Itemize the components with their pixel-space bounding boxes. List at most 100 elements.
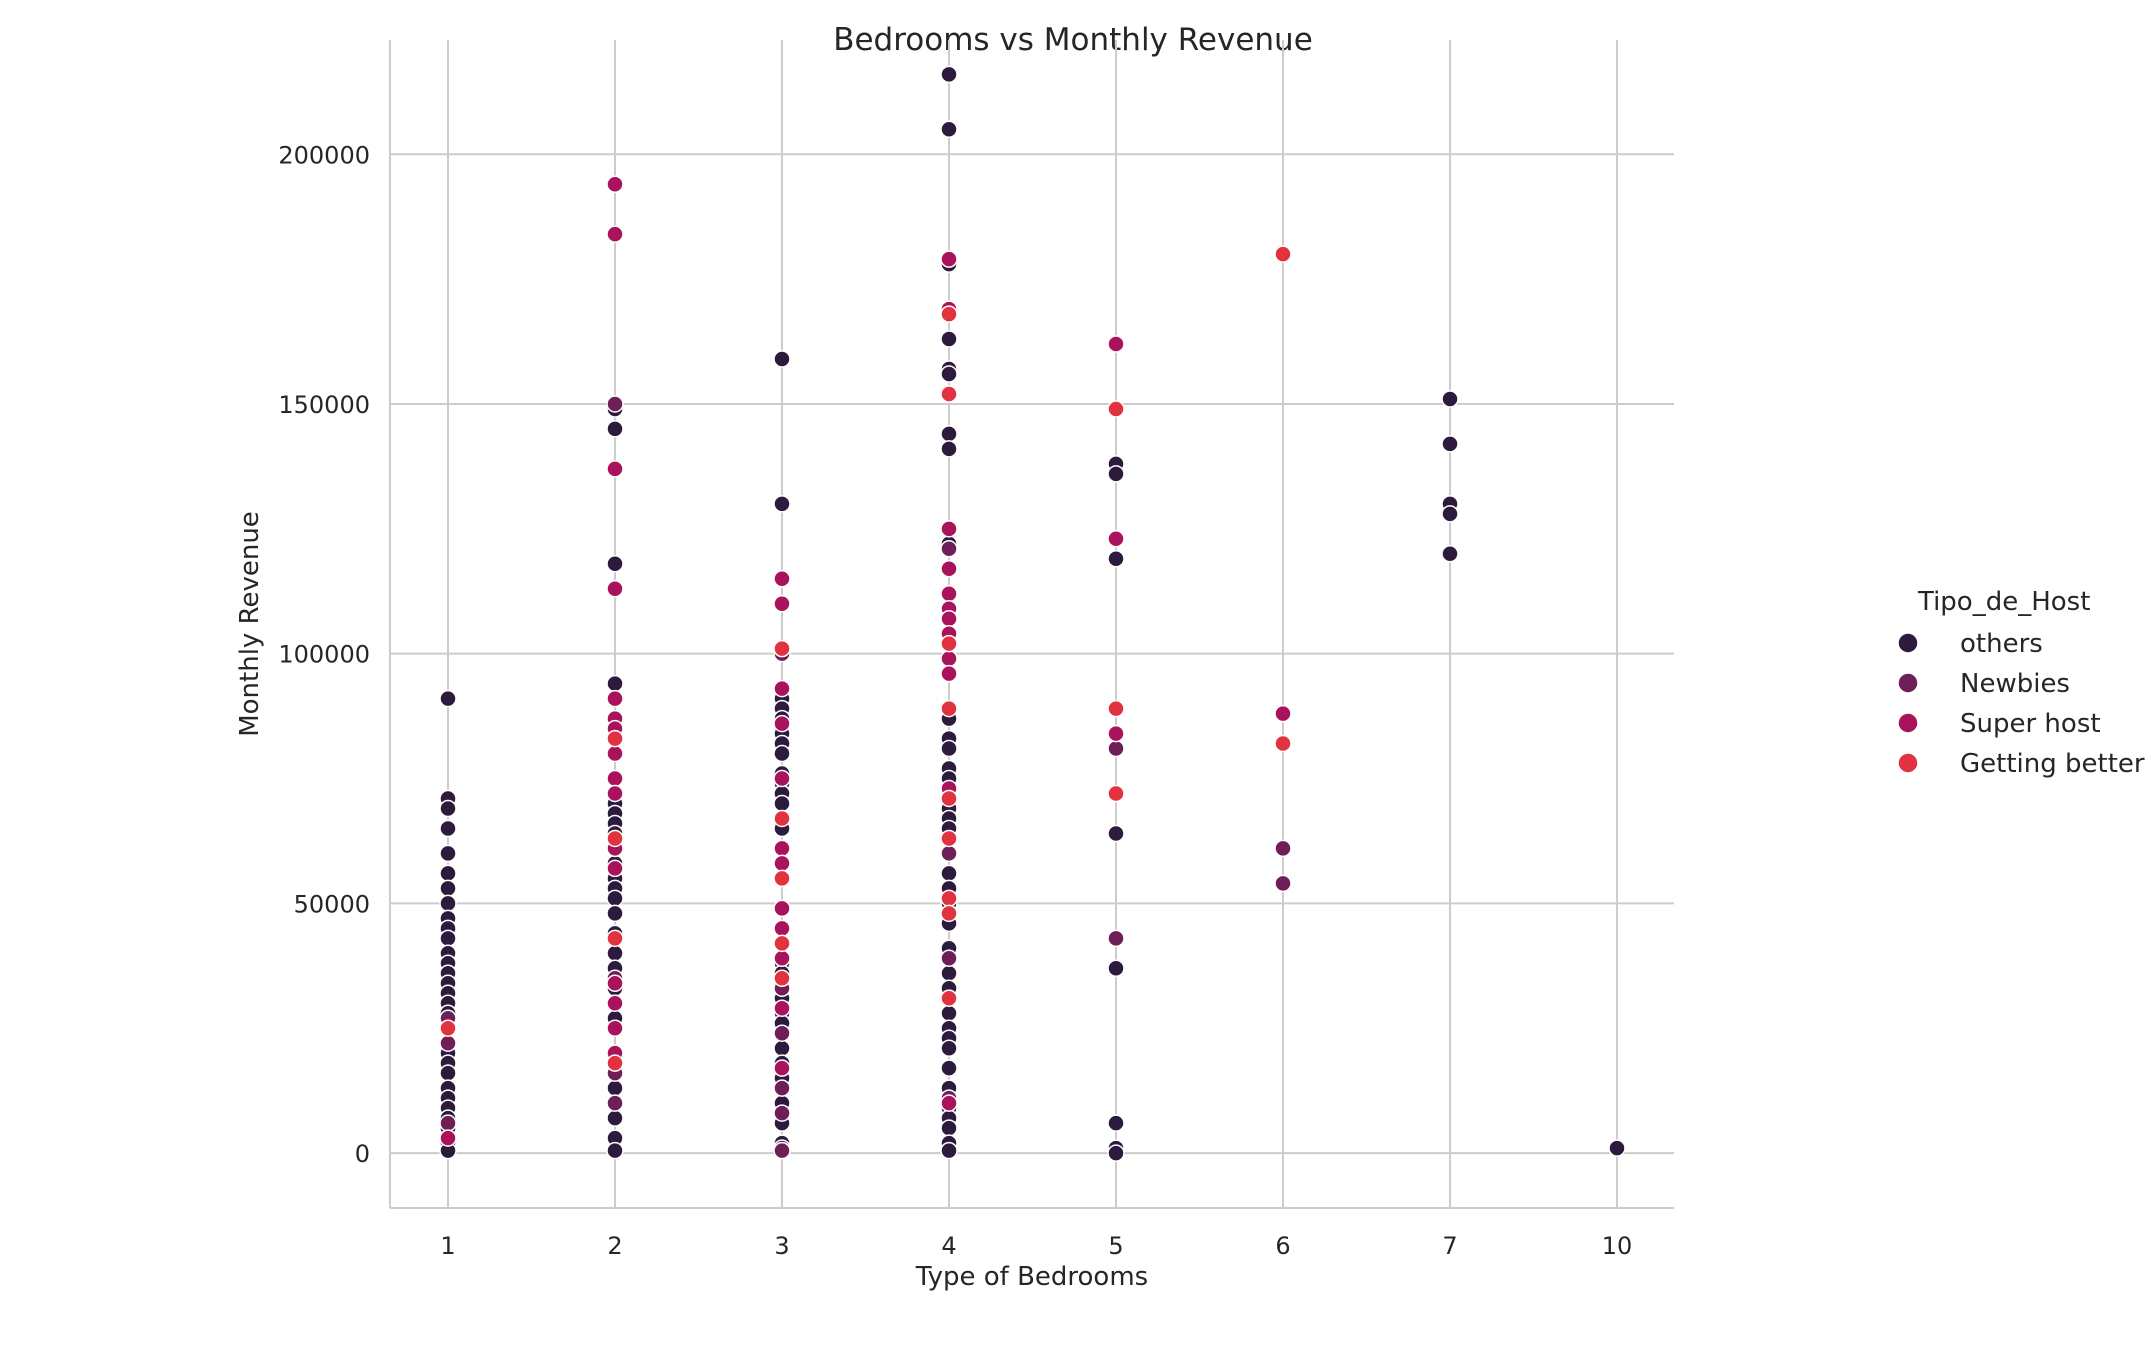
data-point bbox=[1107, 739, 1125, 758]
data-point bbox=[606, 974, 624, 993]
y-tick-label: 100000 bbox=[278, 641, 370, 669]
data-point bbox=[1608, 1139, 1626, 1157]
data-point bbox=[1107, 550, 1125, 568]
data-point bbox=[940, 425, 958, 443]
legend-marker bbox=[1897, 632, 1919, 654]
data-point bbox=[606, 859, 624, 878]
y-tick-labels: 0 50000 100000 150000 200000 bbox=[278, 141, 370, 1168]
data-point bbox=[606, 460, 624, 478]
data-point bbox=[940, 964, 958, 983]
data-point bbox=[1274, 245, 1292, 263]
legend-label: Newbies bbox=[1960, 669, 2070, 699]
data-point bbox=[773, 969, 791, 988]
x-grid-lines bbox=[447, 40, 1618, 1208]
series-super-host bbox=[439, 175, 1292, 1147]
legend-label: Getting better bbox=[1960, 749, 2145, 779]
data-point bbox=[1107, 1114, 1125, 1132]
series-getting-better bbox=[439, 245, 1292, 1072]
data-point bbox=[439, 929, 457, 948]
data-point bbox=[940, 330, 958, 348]
data-point bbox=[940, 365, 958, 383]
data-point bbox=[773, 854, 791, 873]
y-axis-title: Monthly Revenue bbox=[235, 511, 265, 737]
data-point bbox=[1107, 530, 1125, 548]
data-point bbox=[773, 350, 791, 368]
data-point bbox=[773, 899, 791, 918]
data-point bbox=[773, 869, 791, 888]
data-point bbox=[1107, 335, 1125, 353]
data-point bbox=[606, 1054, 624, 1072]
data-point bbox=[1441, 435, 1459, 453]
data-point bbox=[439, 879, 457, 898]
data-point bbox=[606, 1094, 624, 1112]
data-point bbox=[439, 1064, 457, 1082]
data-point bbox=[606, 579, 624, 598]
data-point bbox=[606, 1141, 624, 1160]
data-point bbox=[606, 674, 624, 693]
data-point bbox=[606, 175, 624, 193]
data-point bbox=[606, 829, 624, 848]
x-tick-label: 7 bbox=[1442, 1232, 1457, 1260]
data-point bbox=[606, 1079, 624, 1097]
data-point bbox=[606, 944, 624, 963]
data-point bbox=[940, 739, 958, 758]
data-point bbox=[773, 495, 791, 513]
data-point bbox=[1107, 1144, 1125, 1162]
data-point bbox=[940, 949, 958, 968]
data-point bbox=[606, 1019, 624, 1037]
y-tick-label: 50000 bbox=[294, 890, 370, 918]
data-point bbox=[773, 934, 791, 953]
data-point bbox=[773, 1024, 791, 1042]
data-point bbox=[606, 1109, 624, 1127]
legend-label: others bbox=[1960, 629, 2043, 659]
y-tick-label: 0 bbox=[355, 1140, 370, 1168]
data-point bbox=[1441, 390, 1459, 408]
data-point bbox=[439, 1034, 457, 1052]
chart-title: Bedrooms vs Monthly Revenue bbox=[833, 22, 1313, 58]
data-point bbox=[940, 1094, 958, 1112]
data-point bbox=[606, 929, 624, 948]
data-point bbox=[606, 395, 624, 413]
y-tick-label: 200000 bbox=[278, 141, 370, 169]
data-point bbox=[940, 889, 958, 908]
x-tick-label: 3 bbox=[774, 1232, 789, 1260]
data-point bbox=[773, 794, 791, 813]
data-point bbox=[940, 789, 958, 808]
data-point bbox=[439, 819, 457, 838]
data-point bbox=[1274, 704, 1292, 723]
x-tick-label: 5 bbox=[1108, 1232, 1123, 1260]
data-point bbox=[606, 729, 624, 748]
data-point bbox=[940, 989, 958, 1008]
data-point bbox=[773, 594, 791, 613]
data-point bbox=[439, 799, 457, 818]
y-grid-lines bbox=[390, 153, 1674, 1155]
data-point bbox=[773, 679, 791, 698]
data-point bbox=[940, 65, 958, 84]
data-point bbox=[940, 664, 958, 683]
data-point bbox=[940, 305, 958, 323]
x-axis-title: Type of Bedrooms bbox=[915, 1262, 1148, 1292]
data-point bbox=[940, 699, 958, 718]
x-tick-label: 4 bbox=[941, 1232, 956, 1260]
legend-marker bbox=[1897, 712, 1919, 734]
data-point bbox=[940, 829, 958, 848]
data-point bbox=[940, 520, 958, 538]
data-point bbox=[606, 889, 624, 908]
data-point bbox=[1274, 874, 1292, 893]
data-point bbox=[940, 584, 958, 603]
data-point bbox=[940, 844, 958, 863]
data-point bbox=[940, 120, 958, 139]
data-point bbox=[773, 1104, 791, 1122]
data-point bbox=[606, 769, 624, 788]
data-point bbox=[940, 385, 958, 403]
data-point bbox=[1274, 839, 1292, 858]
data-point bbox=[773, 639, 791, 658]
data-point bbox=[940, 609, 958, 628]
data-point bbox=[606, 784, 624, 803]
data-point bbox=[773, 1141, 791, 1160]
data-point bbox=[940, 440, 958, 458]
data-point bbox=[1107, 699, 1125, 718]
data-point bbox=[606, 555, 624, 573]
data-point bbox=[606, 225, 624, 243]
